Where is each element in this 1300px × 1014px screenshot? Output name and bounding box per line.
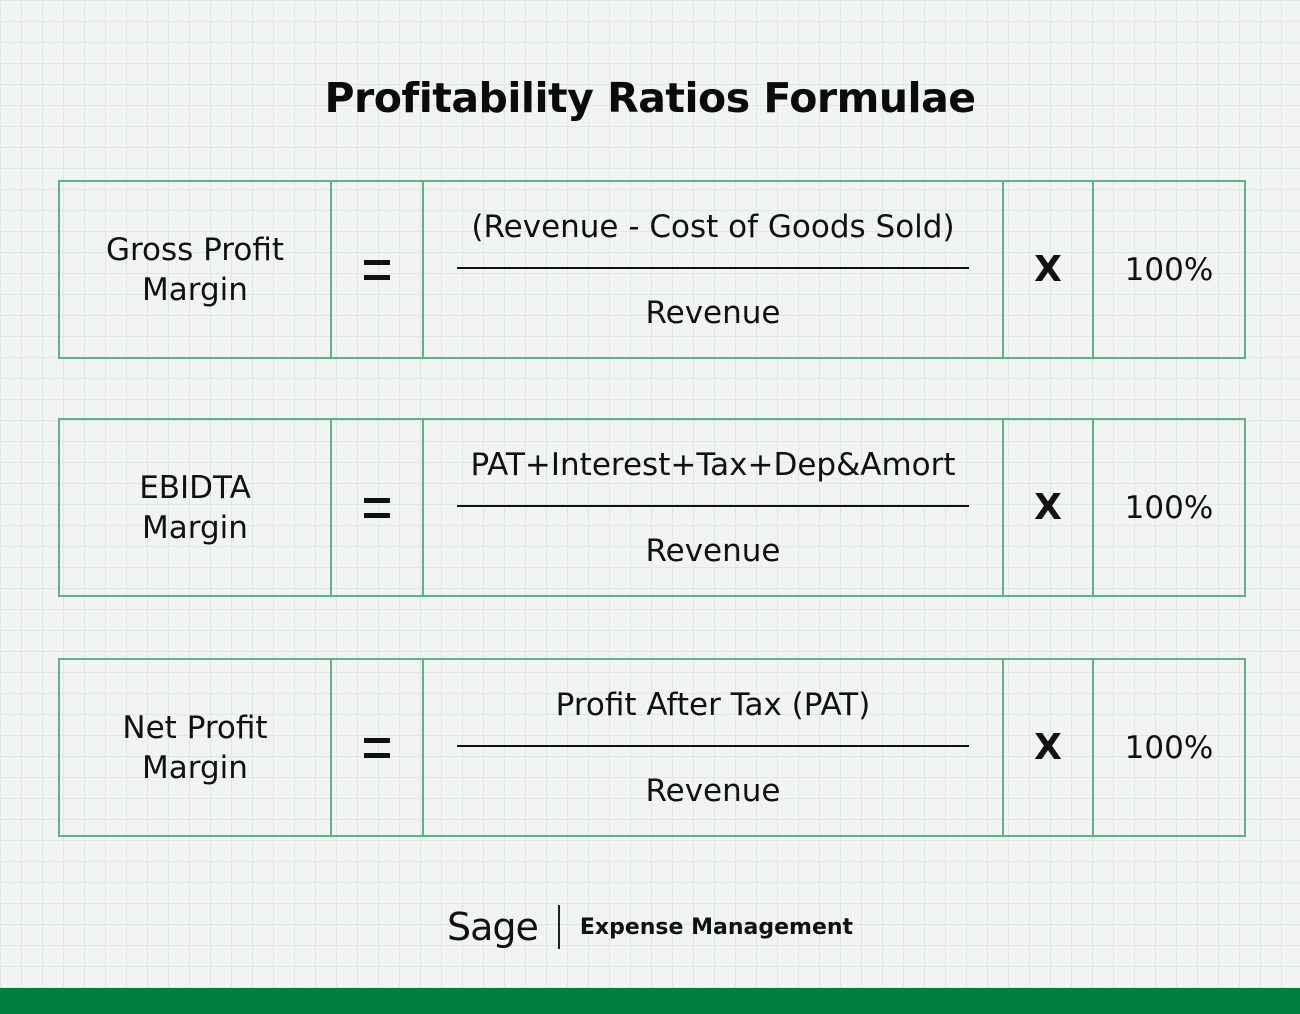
- fraction-line: [457, 744, 969, 747]
- fraction-cell: Profit After Tax (PAT) Revenue: [424, 660, 1004, 835]
- equals-sign: [364, 497, 390, 518]
- footer-divider: [557, 905, 560, 949]
- equals-cell: [332, 420, 424, 595]
- ebidta-margin-row: EBIDTA Margin PAT+Interest+Tax+Dep&Amort…: [58, 418, 1246, 597]
- equals-cell: [332, 660, 424, 835]
- product-name: Expense Management: [579, 914, 854, 940]
- denominator: Revenue: [645, 294, 781, 331]
- ratio-name: EBIDTA Margin: [60, 420, 332, 595]
- equals-sign: [364, 737, 390, 758]
- ratio-name-line1: EBIDTA: [139, 469, 251, 506]
- fraction-line: [457, 266, 969, 269]
- gross-profit-margin-row: Gross Profit Margin (Revenue - Cost of G…: [58, 180, 1246, 359]
- numerator: Profit After Tax (PAT): [555, 686, 871, 723]
- ratio-name-line2: Margin: [142, 271, 248, 308]
- ratio-name-line2: Margin: [142, 749, 248, 786]
- equals-sign: [364, 259, 390, 280]
- numerator: PAT+Interest+Tax+Dep&Amort: [470, 446, 956, 483]
- footer: Sage Expense Management: [0, 904, 1300, 950]
- multiply-sign: X: [1004, 420, 1094, 595]
- net-profit-margin-row: Net Profit Margin Profit After Tax (PAT)…: [58, 658, 1246, 837]
- percent-value: 100%: [1124, 489, 1214, 526]
- multiply-sign: X: [1004, 182, 1094, 357]
- bottom-accent-bar: [0, 988, 1300, 1014]
- ratio-name-line1: Gross Profit: [105, 231, 285, 268]
- equals-cell: [332, 182, 424, 357]
- fraction-cell: (Revenue - Cost of Goods Sold) Revenue: [424, 182, 1004, 357]
- denominator: Revenue: [645, 532, 781, 569]
- ratio-name: Net Profit Margin: [60, 660, 332, 835]
- percent-value: 100%: [1124, 729, 1214, 766]
- percent-value: 100%: [1124, 251, 1214, 288]
- sage-logo: Sage: [446, 905, 539, 949]
- denominator: Revenue: [645, 772, 781, 809]
- ratio-name: Gross Profit Margin: [60, 182, 332, 357]
- ratio-name-line1: Net Profit: [122, 709, 268, 746]
- ratio-name-line2: Margin: [142, 509, 248, 546]
- page-title: Profitability Ratios Formulae: [324, 74, 976, 122]
- multiply-sign: X: [1004, 660, 1094, 835]
- fraction-line: [457, 504, 969, 507]
- numerator: (Revenue - Cost of Goods Sold): [471, 208, 955, 245]
- fraction-cell: PAT+Interest+Tax+Dep&Amort Revenue: [424, 420, 1004, 595]
